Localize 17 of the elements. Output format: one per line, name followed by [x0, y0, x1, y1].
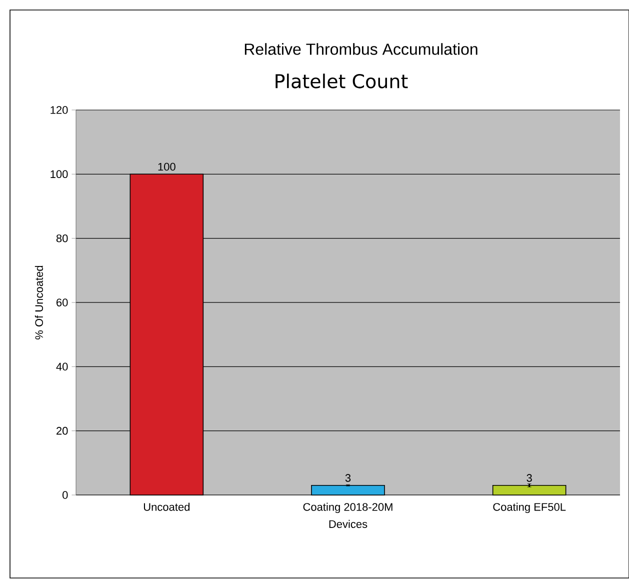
chart-subtitle: Platelet Count [276, 74, 408, 88]
x-axis-title: Devices [329, 520, 368, 528]
y-tick-label: 20 [56, 426, 68, 435]
data-label: 3 [526, 474, 532, 482]
y-tick-label: 0 [62, 491, 68, 499]
data-label: 3 [345, 474, 351, 482]
y-tick-label: 120 [50, 106, 68, 114]
x-tick-label: Coating EF50L [493, 502, 566, 514]
y-tick-label: 40 [56, 362, 68, 371]
x-tick-label: Uncoated [144, 502, 190, 511]
y-tick-label: 80 [56, 234, 68, 242]
y-tick-label: 60 [56, 298, 68, 306]
chart-title: Relative Thrombus Accumulation [244, 43, 478, 55]
y-tick-label: 100 [50, 170, 68, 178]
data-label: 100 [158, 162, 176, 171]
x-tick-label: Coating 2018-20M [303, 502, 392, 514]
y-axis-title: % Of Uncoated [34, 266, 43, 340]
